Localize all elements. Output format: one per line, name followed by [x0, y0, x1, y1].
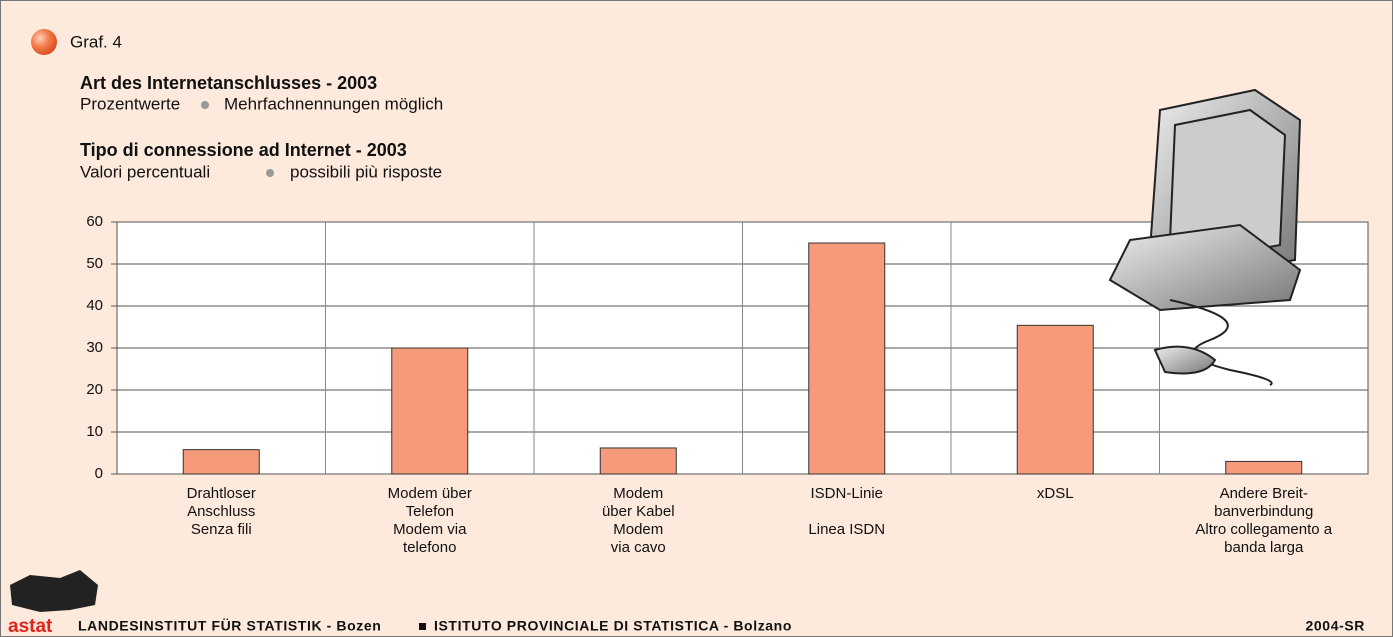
y-tick-label: 30: [86, 339, 103, 356]
footer-square: [419, 623, 426, 630]
x-tick-label: telefono: [403, 539, 456, 556]
x-tick-label: Drahtloser: [187, 485, 256, 502]
x-tick-label: Senza fili: [191, 521, 252, 538]
x-tick-label: Andere Breit-: [1220, 485, 1308, 502]
y-tick-label: 50: [86, 255, 103, 272]
bar: [1225, 460, 1303, 475]
x-tick-label: via cavo: [611, 539, 666, 556]
x-tick-label: ISDN-Linie: [810, 485, 883, 502]
x-tick-label: Modem via: [393, 521, 467, 538]
x-tick-label: Altro collegamento a: [1195, 521, 1332, 538]
y-tick-label: 40: [86, 297, 103, 314]
title-it: Tipo di connessione ad Internet - 2003: [80, 140, 407, 160]
x-tick-label: banda larga: [1224, 539, 1304, 556]
logo-map: [10, 570, 98, 612]
footer-right: 2004-SR: [1306, 618, 1365, 634]
y-tick-label: 20: [86, 381, 103, 398]
bullet-ball: [31, 29, 57, 55]
subtitle-it: Valori percentuali: [80, 162, 210, 181]
bar: [391, 347, 469, 475]
separator-dot: [266, 169, 274, 177]
footer-left: LANDESINSTITUT FÜR STATISTIK - Bozen: [78, 618, 381, 634]
y-tick-label: 0: [95, 465, 103, 482]
x-tick-label: xDSL: [1037, 485, 1074, 502]
bar: [1016, 324, 1094, 475]
title-de: Art des Internetanschlusses - 2003: [80, 73, 377, 93]
x-tick-label: Modem: [613, 485, 663, 502]
x-tick-label: Linea ISDN: [808, 521, 885, 538]
graf-label: Graf. 4: [70, 32, 122, 51]
y-tick-label: 10: [86, 423, 103, 440]
x-tick-label: über Kabel: [602, 503, 675, 520]
footer-middle: ISTITUTO PROVINCIALE DI STATISTICA - Bol…: [434, 618, 792, 634]
x-tick-label: Telefon: [406, 503, 454, 520]
bar: [599, 447, 677, 475]
y-tick-label: 60: [86, 213, 103, 230]
x-tick-label: Modem über: [388, 485, 472, 502]
logo-text: astat: [8, 616, 53, 637]
separator-dot: [201, 101, 209, 109]
subtitle-it: possibili più risposte: [290, 162, 442, 181]
bar: [182, 449, 260, 475]
bar: [808, 242, 886, 475]
x-tick-label: banverbindung: [1214, 503, 1313, 520]
x-tick-label: Anschluss: [187, 503, 255, 520]
subtitle-de: Mehrfachnennungen möglich: [224, 94, 443, 113]
x-tick-label: Modem: [613, 521, 663, 538]
subtitle-de: Prozentwerte: [80, 94, 180, 113]
